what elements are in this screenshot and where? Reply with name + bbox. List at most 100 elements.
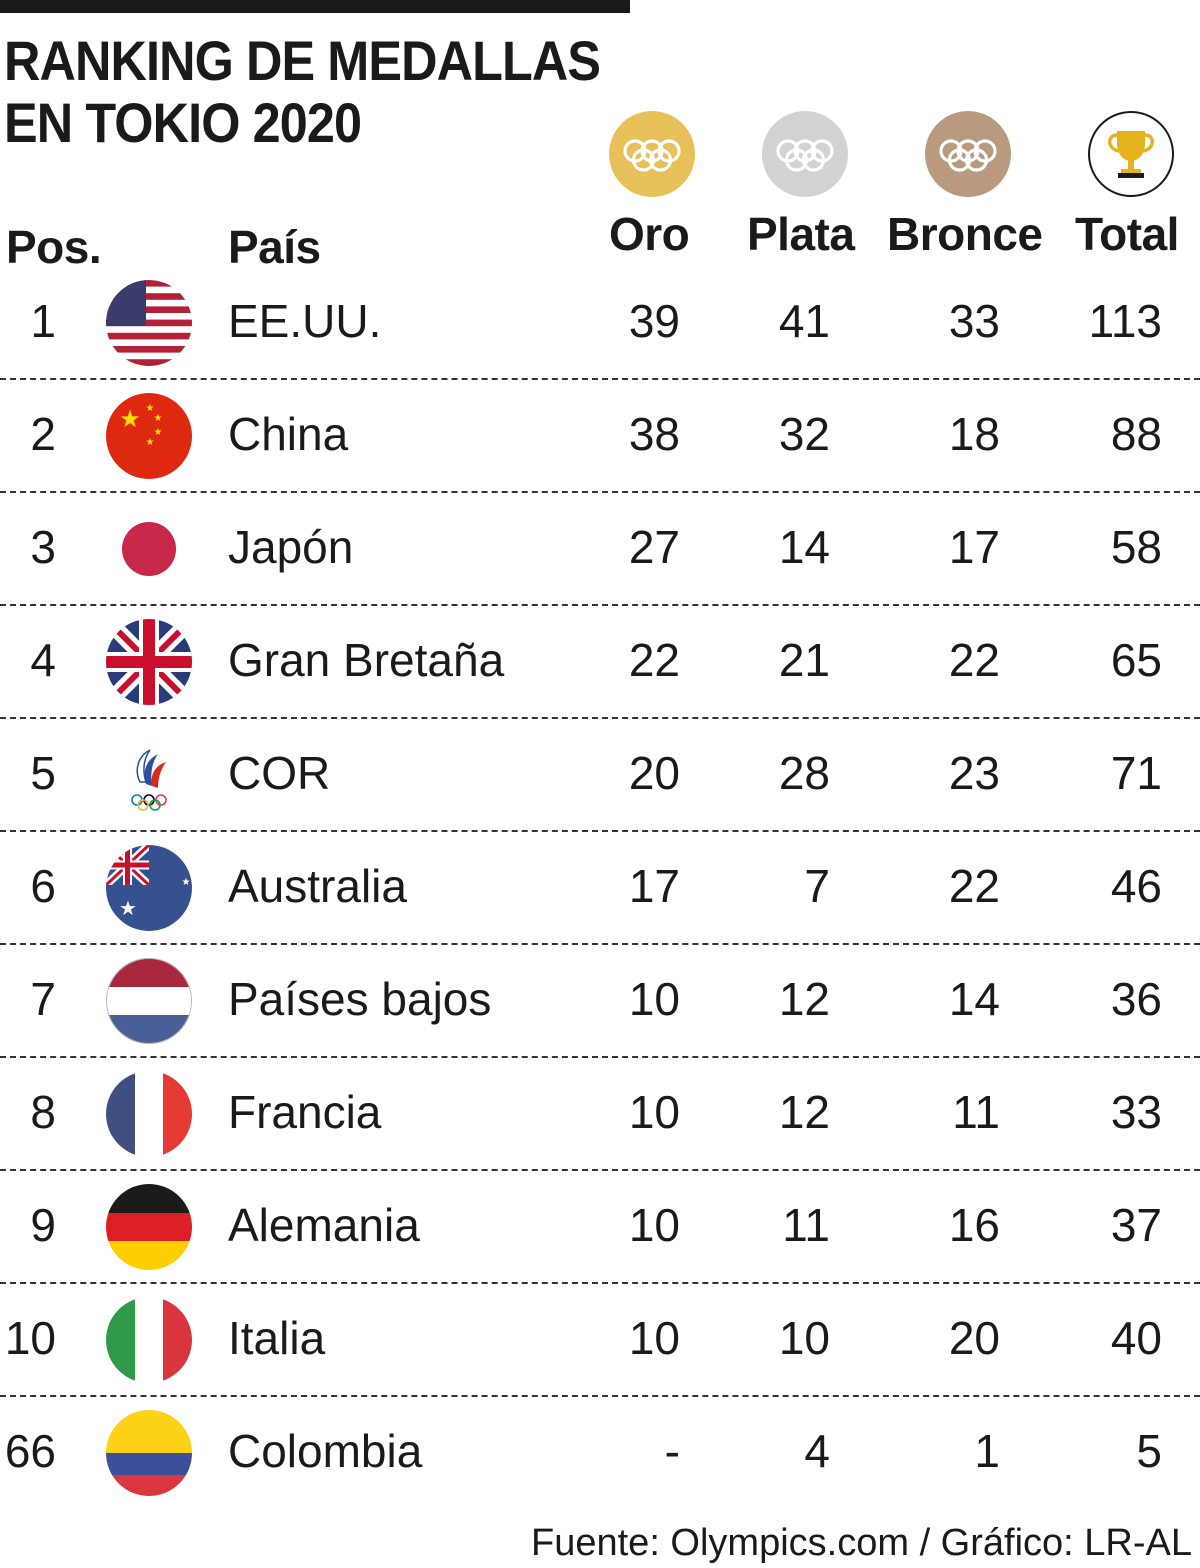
- row-bronze: 23: [948, 747, 1000, 799]
- row-total: 71: [1110, 747, 1162, 799]
- row-country: Francia: [228, 1086, 382, 1138]
- svg-text:★: ★: [146, 403, 155, 414]
- row-silver: 7: [804, 860, 830, 912]
- uk-flag-icon: [106, 619, 192, 705]
- row-bronze: 20: [948, 1312, 1000, 1364]
- row-silver: 41: [778, 295, 830, 347]
- row-pos: 2: [30, 408, 56, 460]
- row-bronze: 33: [948, 295, 1000, 347]
- roc-emblem-icon: [131, 749, 167, 811]
- row-pos: 5: [30, 747, 56, 799]
- title-line-1: RANKING DE MEDALLAS: [4, 29, 601, 92]
- row-country: Australia: [228, 860, 407, 912]
- row-divider: [0, 717, 1200, 719]
- row-country: China: [228, 408, 349, 460]
- row-divider: [0, 378, 1200, 380]
- row-bronze: 11: [952, 1086, 1000, 1138]
- row-pos: 6: [30, 860, 56, 912]
- table-row: 9 Alemania 10 11 16 37: [0, 1170, 1200, 1283]
- row-country: COR: [228, 747, 331, 799]
- table-row: 2 ★ ★ ★ ★ ★ China 38 32 18 88: [0, 379, 1200, 492]
- row-divider: [0, 1169, 1200, 1171]
- svg-text:★: ★: [146, 437, 155, 448]
- row-gold: 10: [628, 1199, 680, 1251]
- row-country: Países bajos: [228, 973, 492, 1025]
- colombia-flag-icon: [106, 1410, 192, 1496]
- row-gold: 10: [628, 1086, 680, 1138]
- row-bronze: 17: [948, 521, 1000, 573]
- svg-text:★: ★: [154, 413, 163, 424]
- header-pos: Pos.: [6, 221, 102, 273]
- svg-text:★: ★: [119, 896, 137, 920]
- gold-medal-rings-icon: [609, 111, 695, 197]
- row-country: Gran Bretaña: [228, 634, 505, 686]
- header-total: Total: [1075, 208, 1179, 260]
- row-silver: 21: [778, 634, 830, 686]
- row-country: EE.UU.: [228, 295, 382, 347]
- row-pos: 3: [30, 521, 56, 573]
- row-country: Alemania: [228, 1199, 420, 1251]
- japan-flag-icon: [122, 522, 176, 576]
- row-pos: 10: [4, 1312, 56, 1364]
- row-total: 58: [1110, 521, 1162, 573]
- row-total: 33: [1110, 1086, 1162, 1138]
- bronze-medal-rings-icon: [925, 111, 1011, 197]
- china-flag-icon: ★ ★ ★ ★ ★: [106, 393, 192, 479]
- table-row: 3 Japón 27 14 17 58: [0, 492, 1200, 605]
- germany-flag-icon: [106, 1184, 192, 1270]
- row-bronze: 22: [948, 860, 1000, 912]
- row-gold: 10: [628, 973, 680, 1025]
- row-bronze: 16: [948, 1199, 1000, 1251]
- row-divider: [0, 604, 1200, 606]
- trophy-icon: [1088, 111, 1174, 197]
- row-silver: 10: [778, 1312, 830, 1364]
- row-divider: [0, 1282, 1200, 1284]
- row-pos: 1: [30, 295, 56, 347]
- row-bronze: 18: [948, 408, 1000, 460]
- row-divider: [0, 830, 1200, 832]
- netherlands-flag-icon: [106, 958, 192, 1044]
- row-bronze: 14: [948, 973, 1000, 1025]
- row-silver: 12: [778, 1086, 830, 1138]
- row-total: 46: [1110, 860, 1162, 912]
- silver-medal-rings-icon: [762, 111, 848, 197]
- top-rule: [0, 0, 630, 13]
- svg-text:★: ★: [154, 427, 163, 438]
- row-pos: 7: [30, 973, 56, 1025]
- row-gold: 39: [628, 295, 680, 347]
- row-pos: 66: [4, 1425, 56, 1477]
- row-silver: 12: [778, 973, 830, 1025]
- table-row: 1 EE.UU. 39 41 33 113: [0, 266, 1200, 379]
- table-row: 4 Gran Bretaña 22 21 22 65: [0, 605, 1200, 718]
- table-row: 8 Francia 10 12 11 33: [0, 1057, 1200, 1170]
- italy-flag-icon: [106, 1297, 192, 1383]
- row-divider: [0, 491, 1200, 493]
- row-gold: 22: [628, 634, 680, 686]
- row-total: 40: [1110, 1312, 1162, 1364]
- row-pos: 4: [30, 634, 56, 686]
- row-divider: [0, 1395, 1200, 1397]
- row-gold: 17: [628, 860, 680, 912]
- title-line-2: EN TOKIO 2020: [4, 91, 362, 154]
- table-row: 6 ★ ★ Australia 17 7 22 46: [0, 831, 1200, 944]
- row-silver: 28: [778, 747, 830, 799]
- australia-flag-icon: ★ ★: [106, 845, 192, 931]
- row-pos: 8: [30, 1086, 56, 1138]
- page-title: RANKING DE MEDALLAS EN TOKIO 2020: [4, 29, 601, 154]
- table-row: 5 COR 20 28 23 71: [0, 718, 1200, 831]
- row-total: 36: [1110, 973, 1162, 1025]
- table-row: 66 Colombia - 4 1 5: [0, 1396, 1200, 1509]
- row-bronze: 1: [974, 1425, 1000, 1477]
- row-total: 88: [1110, 408, 1162, 460]
- table-row: 10 Italia 10 10 20 40: [0, 1283, 1200, 1396]
- header-country: País: [228, 221, 321, 273]
- row-gold: 27: [628, 521, 680, 573]
- row-divider: [0, 943, 1200, 945]
- header-bronze: Bronce: [887, 208, 1043, 260]
- row-bronze: 22: [948, 634, 1000, 686]
- row-gold: 38: [628, 408, 680, 460]
- row-pos: 9: [30, 1199, 56, 1251]
- row-country: Colombia: [228, 1425, 423, 1477]
- row-country: Italia: [228, 1312, 326, 1364]
- row-country: Japón: [228, 521, 354, 573]
